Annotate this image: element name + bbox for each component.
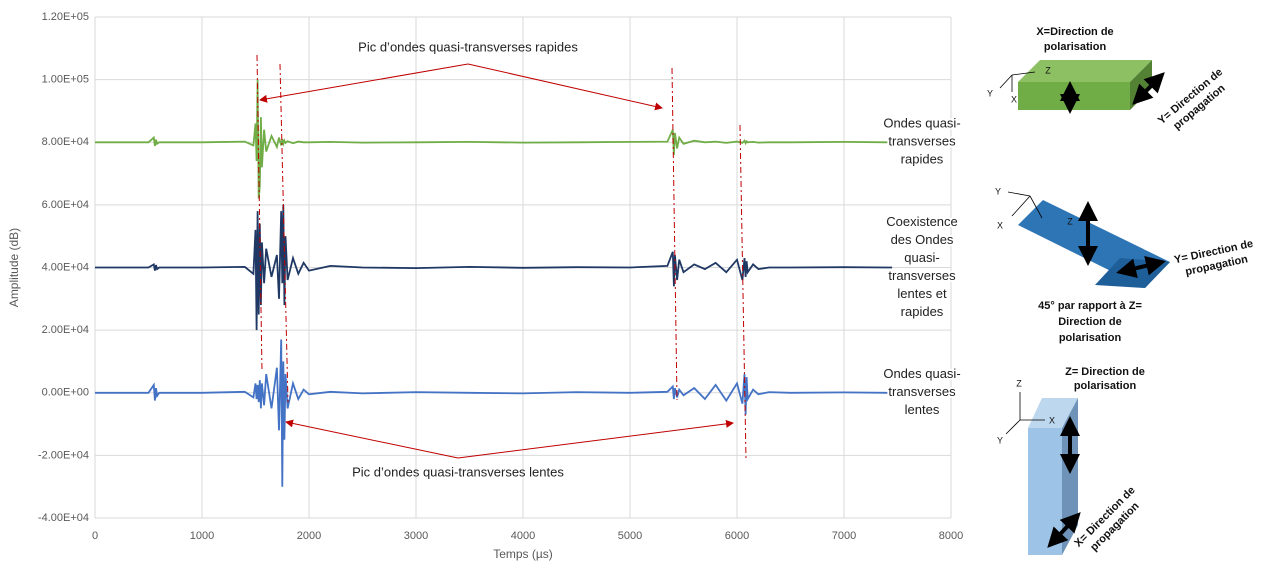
diagram-label: Direction de [1058,316,1122,328]
legend-label: transverses [888,134,956,149]
x-tick-label: 4000 [511,530,535,542]
axis-letter: Z [1067,216,1073,226]
x-tick-label: 2000 [297,530,321,542]
x-tick-label: 3000 [404,530,428,542]
legend-label: lentes et [897,286,947,301]
annotation: Pic d’ondes quasi-transverses rapides [358,39,578,54]
axis-letter: Y [995,186,1001,196]
legend-label: rapides [901,152,944,167]
legend-label: rapides [901,304,944,319]
y-tick-label: 4.00E+04 [42,261,89,273]
series-line [95,339,893,487]
y-tick-label: -2.00E+04 [38,449,89,461]
diagram-1 [999,60,1165,114]
axis-letter: X [1011,94,1017,104]
legend-label: transverses [888,268,956,283]
y-tick-label: 8.00E+04 [42,136,89,148]
legend-label: Ondes quasi- [883,366,960,381]
y-tick-label: 6.00E+04 [42,199,89,211]
series-line [95,204,893,331]
axis-letter: X [1049,415,1055,425]
legend-label: des Ondes [891,232,954,247]
x-tick-label: 5000 [618,530,642,542]
diagram-label: polarisation [1059,332,1122,344]
series-line [95,79,893,199]
x-tick-label: 1000 [190,530,214,542]
legend-label: Coexistence [886,214,958,229]
legend-label: Ondes quasi- [883,116,960,131]
x-tick-label: 6000 [725,530,749,542]
y-tick-label: 0.00E+00 [42,387,89,399]
axis-letter: Y [997,435,1003,445]
diagram-label: 45° par rapport à Z= [1038,300,1142,312]
y-tick-label: -4.00E+04 [38,512,89,524]
axis-letter: Z [1045,65,1051,75]
diagram-label: polarisation [1044,41,1107,53]
y-tick-label: 2.00E+04 [42,324,89,336]
legend-label: lentes [905,402,940,417]
plot-area [94,16,952,519]
annotation: Pic d’ondes quasi-transverses lentes [352,464,564,479]
diagram-label: X=Direction de [1036,26,1113,38]
diagram-label: polarisation [1074,380,1137,392]
y-axis-title: Amplitude (dB) [7,228,21,307]
x-tick-label: 0 [92,530,98,542]
x-axis-title: Temps (µs) [493,547,553,561]
y-tick-label: 1.20E+05 [42,11,89,23]
annotation-arrows [256,54,747,461]
x-tick-label: 7000 [832,530,856,542]
diagram-2 [1007,191,1170,288]
axis-letter: Z [1016,378,1022,388]
y-tick-label: 1.00E+05 [42,74,89,86]
axis-letter: X [997,220,1003,230]
diagram-3 [1005,392,1081,555]
x-tick-label: 8000 [939,530,963,542]
legend-label: quasi- [904,250,939,265]
diagram-label: Z= Direction de [1065,366,1145,378]
legend-label: transverses [888,384,956,399]
axis-letter: Y [987,88,993,98]
